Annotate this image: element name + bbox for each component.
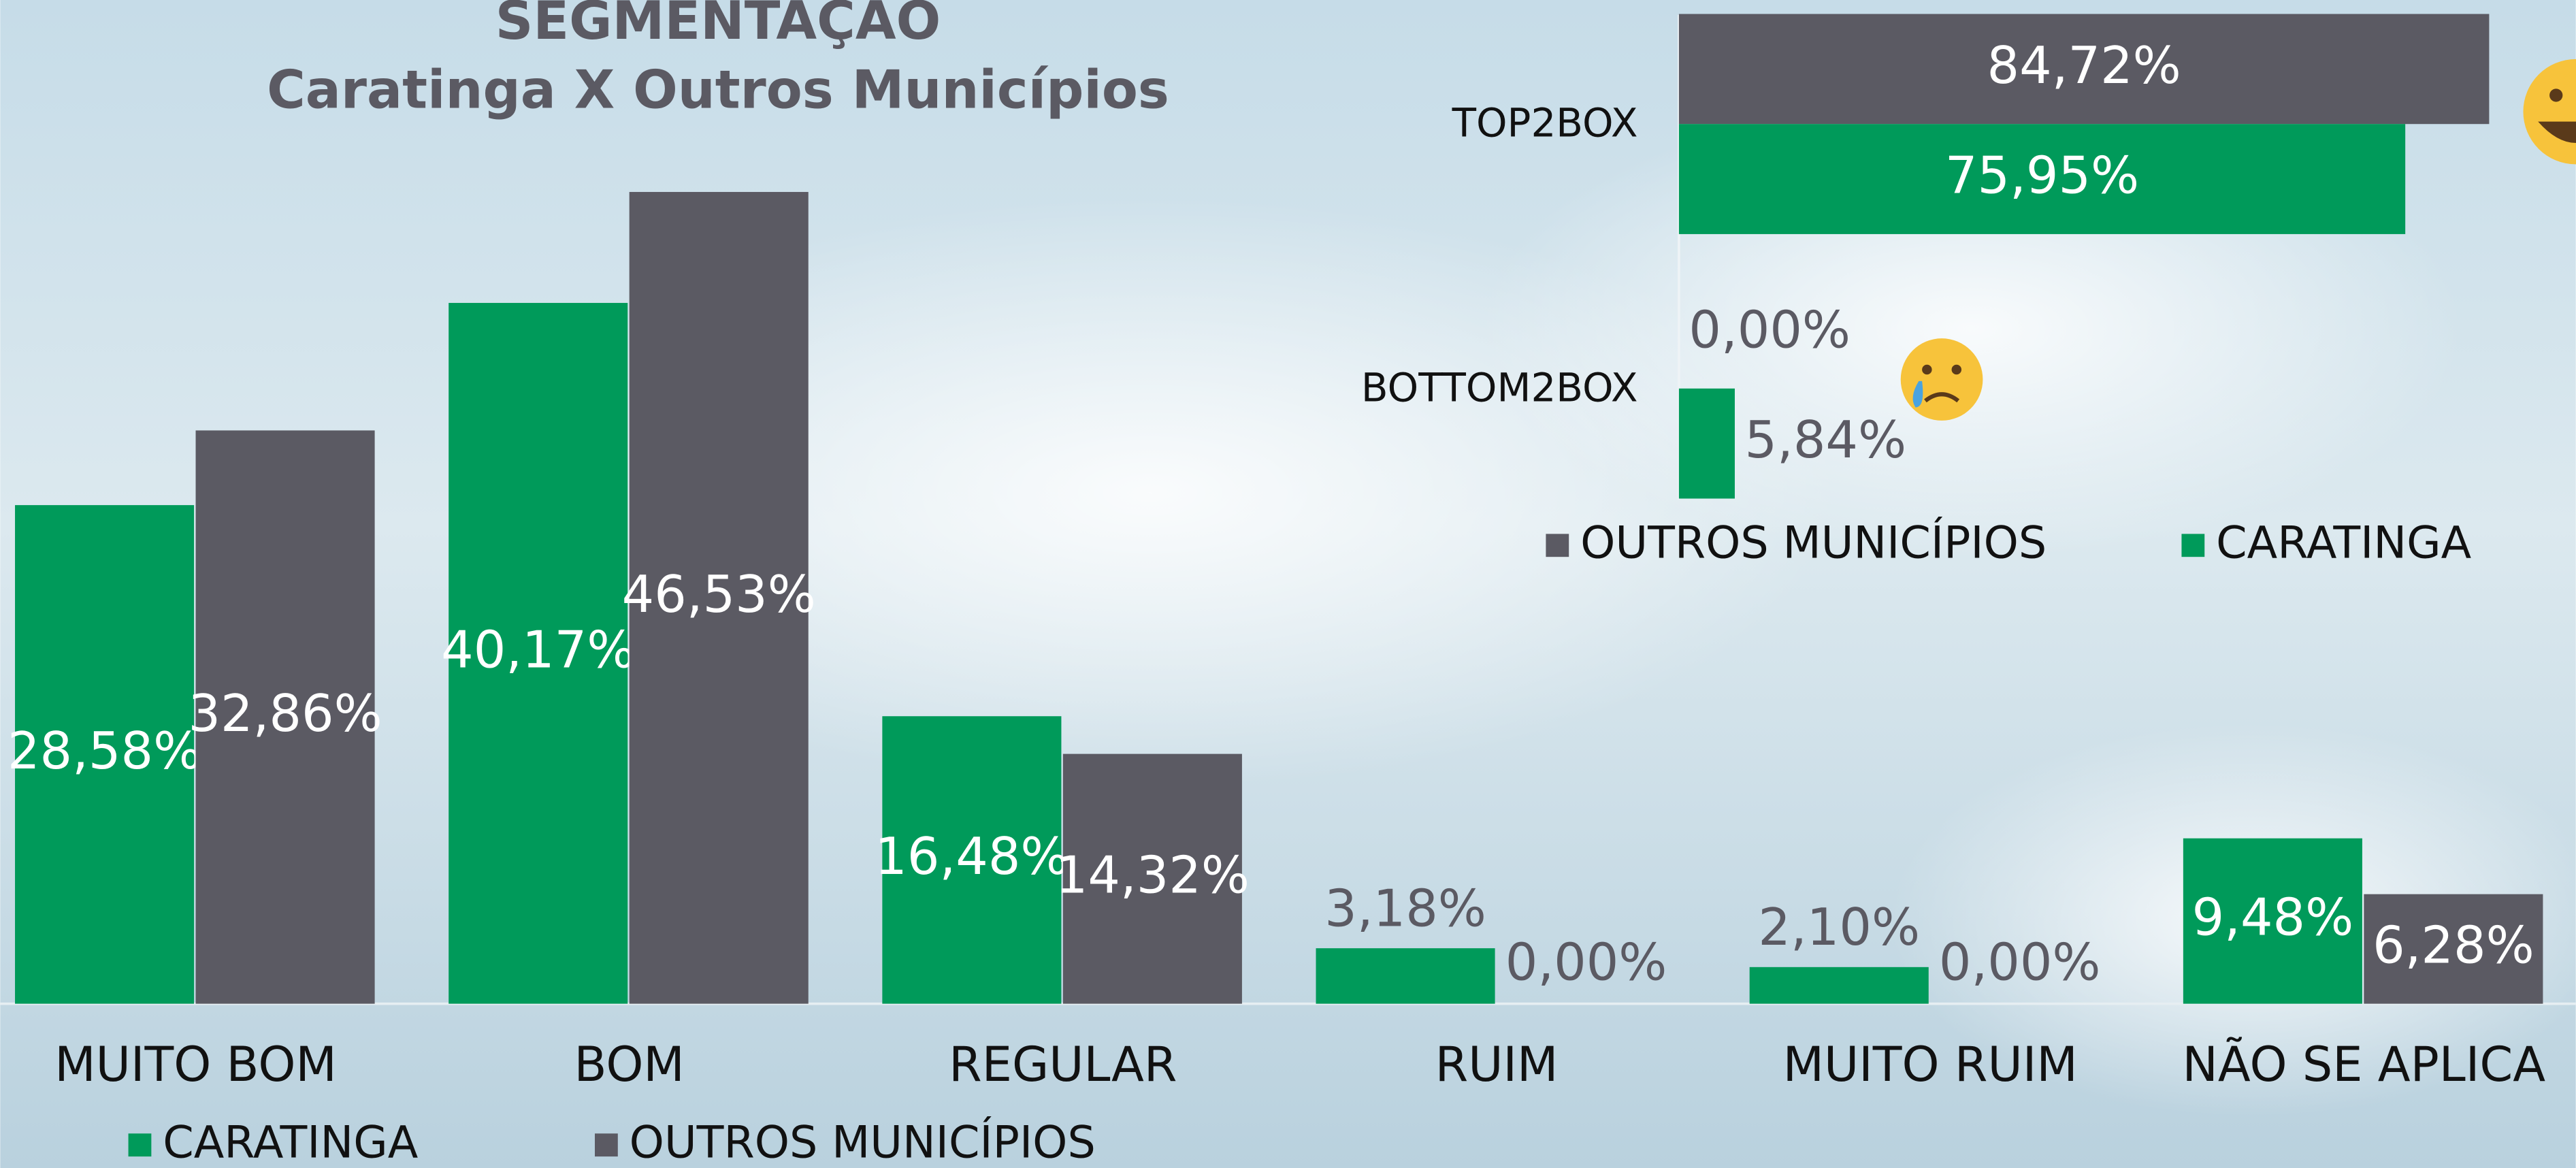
legend-swatch <box>1546 534 1569 557</box>
value-label: 0,00% <box>1939 933 2101 992</box>
value-label: 0,00% <box>1505 933 1667 992</box>
legend-label: OUTROS MUNICÍPIOS <box>630 1115 1096 1168</box>
chart-title: SEGMENTAÇÃO <box>495 0 941 52</box>
legend-label: CARATINGA <box>163 1117 418 1168</box>
value-label: 46,53% <box>622 565 816 624</box>
value-label: 16,48% <box>875 827 1069 886</box>
value-label: 84,72% <box>1987 36 2181 95</box>
legend-swatch <box>595 1133 618 1157</box>
bar <box>15 505 195 1004</box>
x-tick-label: REGULAR <box>949 1037 1177 1092</box>
value-label: 2,10% <box>1758 898 1920 957</box>
bar <box>1062 753 1242 1004</box>
value-label: 6,28% <box>2373 916 2534 975</box>
value-label: 75,95% <box>1945 146 2139 206</box>
x-tick-label: MUITO RUIM <box>1783 1037 2078 1092</box>
value-label: 28,58% <box>7 721 201 781</box>
chart-subtitle: Caratinga X Outros Municípios <box>267 60 1169 121</box>
bar <box>1678 388 1735 499</box>
value-label: 5,84% <box>1744 410 1906 470</box>
bar <box>2364 894 2543 1004</box>
legend-swatch <box>2181 534 2205 557</box>
legend-swatch <box>128 1133 152 1157</box>
bar <box>1316 948 1495 1004</box>
value-label: 14,32% <box>1056 846 1250 905</box>
bar <box>2183 838 2362 1004</box>
y-tick-label: TOP2BOX <box>1452 100 1638 146</box>
bar <box>449 303 628 1004</box>
x-tick-label: RUIM <box>1435 1037 1559 1092</box>
value-label: 9,48% <box>2192 888 2354 947</box>
bar <box>1678 124 2406 234</box>
bar <box>882 716 1062 1004</box>
bar <box>1678 14 2490 125</box>
smiley-emoji <box>2523 59 2576 165</box>
value-label: 32,86% <box>188 684 382 743</box>
bar <box>1749 967 1929 1004</box>
crying-emoji <box>1900 338 1983 421</box>
x-tick-label: NÃO SE APLICA <box>2183 1037 2546 1092</box>
bar <box>195 430 375 1004</box>
legend-label: OUTROS MUNICÍPIOS <box>1580 515 2047 568</box>
value-label: 3,18% <box>1324 879 1486 939</box>
y-tick-label: BOTTOM2BOX <box>1361 364 1638 410</box>
value-label: 40,17% <box>441 620 635 679</box>
value-label: 0,00% <box>1689 300 1851 359</box>
legend-label: CARATINGA <box>2216 517 2471 568</box>
bar <box>629 192 809 1004</box>
x-tick-label: BOM <box>574 1037 685 1092</box>
x-tick-label: MUITO BOM <box>54 1037 337 1092</box>
